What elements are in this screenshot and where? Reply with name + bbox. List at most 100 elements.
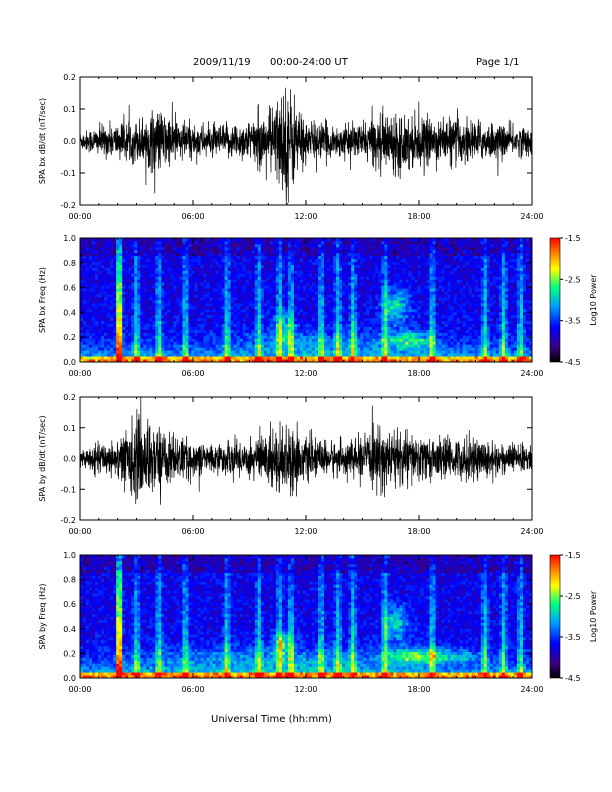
spectrogram-cell bbox=[209, 294, 213, 298]
spectrogram-cell bbox=[339, 323, 343, 327]
spectrogram-cell bbox=[336, 288, 340, 292]
spectrogram-cell bbox=[260, 285, 265, 289]
spectrogram-cell bbox=[278, 264, 283, 268]
spectrogram-cell bbox=[321, 341, 325, 345]
spectrogram-cell bbox=[351, 305, 355, 310]
spectrogram-cell bbox=[224, 264, 229, 268]
spectrogram-cell bbox=[182, 314, 186, 319]
spectrogram-cell bbox=[375, 308, 379, 313]
spectrogram-cell bbox=[125, 273, 129, 277]
spectrogram-cell bbox=[194, 252, 198, 257]
spectrogram-cell bbox=[119, 282, 123, 286]
spectrogram-cell bbox=[278, 282, 283, 286]
spectrogram-cell bbox=[281, 314, 286, 319]
spectrogram-cell bbox=[351, 285, 355, 289]
spectrogram-cell bbox=[185, 323, 189, 327]
spectrogram-cell bbox=[393, 294, 397, 298]
spectrogram-cell bbox=[149, 320, 153, 325]
spectrogram-cell bbox=[351, 246, 355, 251]
spectrogram-cell bbox=[215, 356, 220, 360]
spectrogram-cell bbox=[200, 317, 204, 322]
spectrogram-cell bbox=[185, 294, 189, 298]
spectrogram-cell bbox=[215, 273, 220, 277]
spectrogram-cell bbox=[384, 240, 388, 245]
spectrogram-cell bbox=[366, 297, 370, 301]
spectrogram-cell bbox=[104, 297, 108, 301]
spectrogram-cell bbox=[245, 323, 250, 327]
spectrogram-cell bbox=[98, 314, 102, 319]
spectrogram-cell bbox=[149, 350, 153, 354]
spectrogram-cell bbox=[95, 249, 99, 254]
spectrogram-cell bbox=[342, 350, 346, 354]
spectrogram-cell bbox=[248, 264, 253, 268]
spectrogram-cell bbox=[224, 246, 229, 251]
spectrogram-cell bbox=[89, 317, 93, 322]
spectrogram-cell bbox=[375, 329, 379, 333]
spectrogram-cell bbox=[348, 314, 352, 319]
spectrogram-cell bbox=[405, 320, 409, 325]
spectrogram-cell bbox=[119, 356, 123, 360]
spectrogram-cell bbox=[185, 335, 189, 339]
spectrogram-cell bbox=[266, 243, 271, 248]
spectrogram-cell bbox=[191, 320, 195, 325]
spectrogram-cell bbox=[339, 238, 343, 242]
spectrogram-cell bbox=[197, 258, 201, 263]
spectrogram-cell bbox=[375, 323, 379, 327]
spectrogram-cell bbox=[299, 332, 304, 336]
spectrogram-cell bbox=[275, 347, 280, 351]
spectrogram-cell bbox=[396, 297, 400, 301]
spectrogram-cell bbox=[429, 332, 433, 336]
spectrogram-cell bbox=[131, 356, 135, 360]
spectrogram-cell bbox=[128, 317, 132, 322]
spectrogram-cell bbox=[378, 335, 382, 339]
spectrogram-cell bbox=[284, 264, 289, 268]
spectrogram-cell bbox=[188, 338, 192, 342]
spectrogram-cell bbox=[293, 344, 298, 348]
spectrogram-cell bbox=[309, 344, 313, 348]
spectrogram-cell bbox=[321, 282, 325, 286]
spectrogram-cell bbox=[260, 273, 265, 277]
spectrogram-cell bbox=[215, 326, 220, 330]
spectrogram-cell bbox=[203, 264, 207, 268]
spectrogram-cell bbox=[420, 338, 424, 342]
spectrogram-cell bbox=[134, 264, 138, 268]
spectrogram-cell bbox=[290, 276, 295, 280]
spectrogram-cell bbox=[179, 291, 183, 295]
spectrogram-cell bbox=[89, 243, 93, 248]
spectrogram-cell bbox=[266, 323, 271, 327]
spectrogram-cell bbox=[155, 285, 159, 289]
spectrogram-cell bbox=[182, 285, 186, 289]
spectrogram-cell bbox=[275, 326, 280, 330]
spectrogram-cell bbox=[429, 350, 433, 354]
spectrogram-cell bbox=[266, 320, 271, 325]
spectrogram-cell bbox=[275, 350, 280, 354]
spectrogram-cell bbox=[312, 258, 316, 263]
spectrogram-cell bbox=[95, 347, 99, 351]
spectrogram-cell bbox=[405, 255, 409, 260]
spectrogram-cell bbox=[224, 311, 229, 316]
spectrogram-cell bbox=[381, 356, 385, 360]
spectrogram-cell bbox=[242, 288, 247, 292]
spectrogram-cell bbox=[330, 297, 334, 301]
spectrogram-cell bbox=[387, 356, 391, 360]
spectrogram-cell bbox=[266, 240, 271, 245]
spectrogram-cell bbox=[309, 300, 313, 304]
spectrogram-cell bbox=[402, 356, 406, 360]
spectrogram-cell bbox=[327, 270, 331, 274]
spectrogram-cell bbox=[333, 320, 337, 325]
spectrogram-cell bbox=[423, 249, 427, 254]
spectrogram-cell bbox=[230, 258, 235, 263]
spectrogram-cell bbox=[116, 270, 120, 274]
spectrogram-cell bbox=[351, 258, 355, 263]
spectrogram-cell bbox=[426, 246, 430, 251]
spectrogram-cell bbox=[272, 261, 277, 265]
spectrogram-cell bbox=[342, 291, 346, 295]
spectrogram-cell bbox=[164, 294, 168, 298]
spectrogram-cell bbox=[116, 335, 120, 339]
spectrogram-cell bbox=[318, 285, 322, 289]
spectrogram-cell bbox=[309, 347, 313, 351]
spectrogram-cell bbox=[110, 323, 114, 327]
spectrogram-cell bbox=[357, 326, 361, 330]
spectrogram-cell bbox=[98, 353, 102, 357]
spectrogram-cell bbox=[348, 335, 352, 339]
